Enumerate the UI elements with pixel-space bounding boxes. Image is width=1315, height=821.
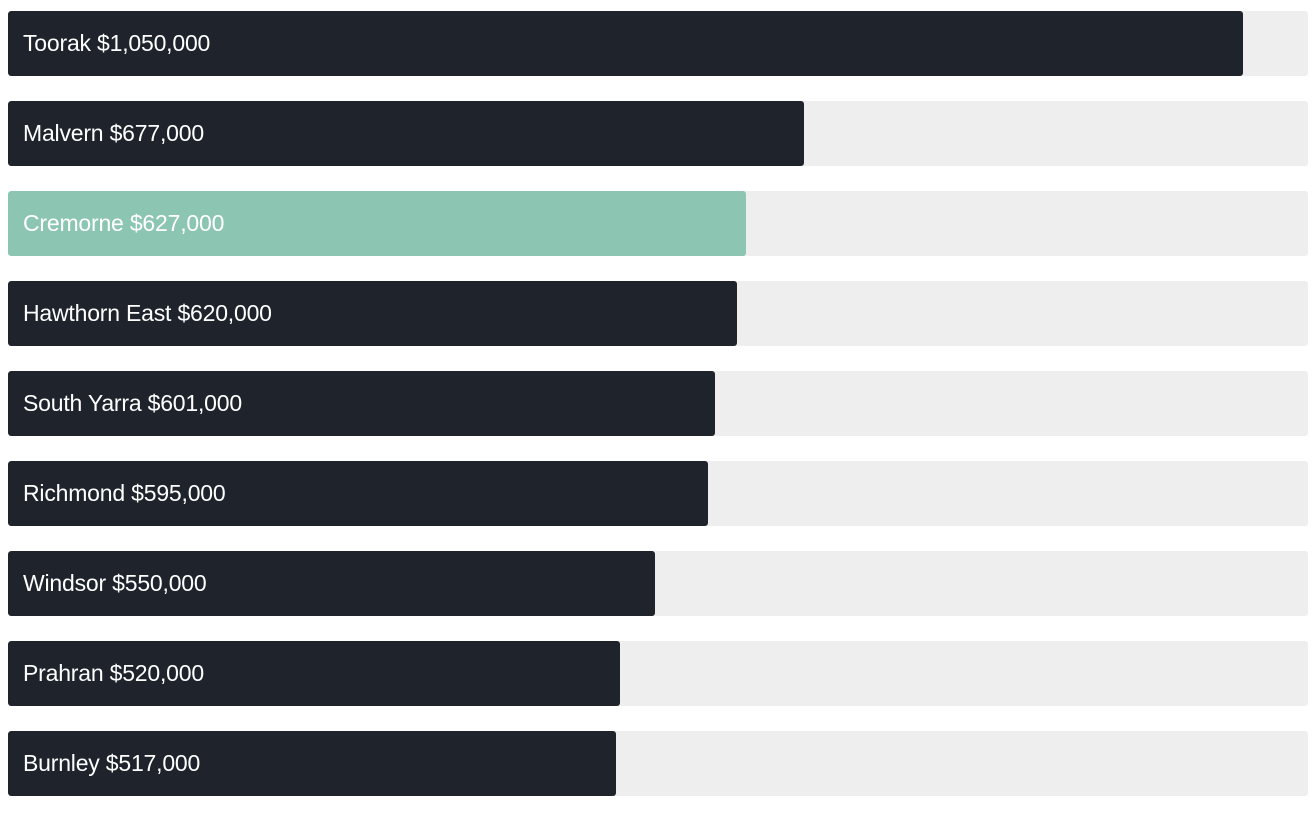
bar [8,11,1244,76]
bar-track: Burnley $517,000 [8,731,1308,796]
bar-label: Cremorne $627,000 [23,210,225,236]
bar-track: Toorak $1,050,000 [8,11,1308,76]
bar-track: Windsor $550,000 [8,551,1308,616]
bar [8,461,708,526]
bar [8,641,620,706]
bar-track: Prahran $520,000 [8,641,1308,706]
bar-label: Burnley $517,000 [23,750,201,776]
bar-track: Hawthorn East $620,000 [8,281,1308,346]
bar-chart: Toorak $1,050,000 Malvern $677,000 Cremorn… [8,11,1308,821]
bar-track: Cremorne $627,000 [8,191,1308,256]
bar [8,731,617,796]
bar [8,101,805,166]
bar-label: Prahran $520,000 [23,660,204,686]
bar-label: Windsor $550,000 [23,570,207,596]
bar-label: South Yarra $601,000 [23,390,242,416]
bar-label: Richmond $595,000 [23,480,226,506]
bar-label: Hawthorn East $620,000 [23,300,272,326]
bar [8,281,738,346]
bar [8,551,656,616]
bar-track: Richmond $595,000 [8,461,1308,526]
bar-track: Malvern $677,000 [8,101,1308,166]
bar [8,371,716,436]
bar-label: Malvern $677,000 [23,120,204,146]
bar-track: South Yarra $601,000 [8,371,1308,436]
bar [8,191,746,256]
bar-label: Toorak $1,050,000 [23,30,211,56]
